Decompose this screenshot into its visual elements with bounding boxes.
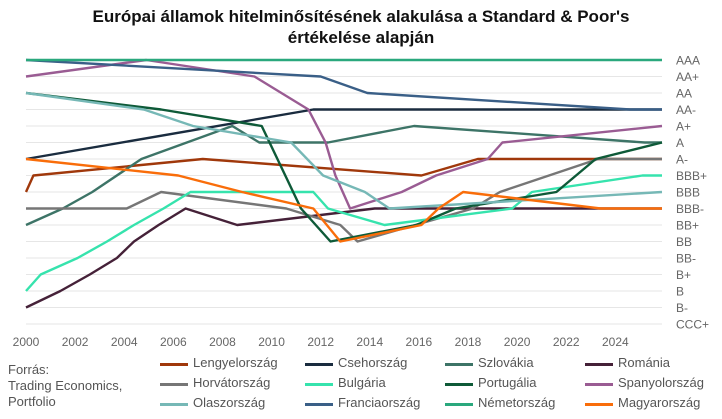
x-tick-label: 2002 [62, 335, 89, 349]
y-tick-label: AA- [676, 103, 696, 117]
y-tick-label: B [676, 285, 684, 299]
series-line-románia [25, 207, 662, 309]
legend-swatch [585, 363, 613, 366]
series-line-olaszország [25, 91, 663, 210]
y-tick-label: BBB [676, 186, 700, 200]
source-line-1: Forrás: [8, 362, 50, 377]
legend-swatch [160, 363, 188, 366]
y-tick-label: A [676, 136, 684, 150]
legend-label: Németország [478, 395, 556, 410]
x-tick-label: 2004 [111, 335, 138, 349]
source-line-3: Portfolio [8, 394, 56, 409]
x-tick-label: 2018 [455, 335, 482, 349]
series-line-lengyelország [24, 157, 662, 193]
legend-label: Spanyolország [618, 375, 704, 390]
series-line-csehország [25, 108, 662, 161]
legend-label: Olaszország [193, 395, 266, 410]
source-line-2: Trading Economics, [8, 378, 123, 393]
y-tick-label: AA+ [676, 70, 699, 84]
legend-swatch [445, 383, 473, 386]
series-line-franciaország [25, 58, 662, 111]
y-tick-label: B+ [676, 268, 691, 282]
legend-swatch [445, 363, 473, 366]
legend-swatch [305, 383, 333, 386]
y-tick-label: A- [676, 153, 688, 167]
legend-swatch [585, 383, 613, 386]
x-tick-label: 2000 [13, 335, 40, 349]
x-tick-label: 2010 [258, 335, 285, 349]
legend-label: Franciaország [338, 395, 421, 410]
x-axis: 2000 2002 2004 2006 2008 2010 2012 2014 2016 2018… [13, 335, 629, 349]
legend-label: Portugália [478, 375, 537, 390]
y-tick-label: BB+ [676, 219, 699, 233]
x-tick-label: 2012 [307, 335, 334, 349]
legend-label: Magyarország [618, 395, 701, 410]
legend-label: Szlovákia [478, 355, 534, 370]
y-tick-label: BBB- [676, 202, 704, 216]
legend-swatch [305, 363, 333, 366]
series-line-horvátország [26, 157, 662, 243]
legend-swatch [160, 403, 188, 406]
series-lines [24, 58, 663, 309]
y-tick-label: B- [676, 301, 688, 315]
y-tick-label: BB [676, 235, 692, 249]
x-tick-label: 2024 [602, 335, 629, 349]
y-tick-label: CCC+ [676, 318, 709, 332]
legend-label: Bulgária [338, 375, 386, 390]
x-tick-label: 2022 [553, 335, 580, 349]
legend: Lengyelország Csehország Szlovákia Románia H… [160, 354, 720, 416]
x-tick-label: 2006 [160, 335, 187, 349]
y-tick-label: AAA [676, 54, 700, 68]
y-axis: AAAAA+AAAA-A+AA-BBB+BBBBBB-BB+BBBB-B+BB-… [676, 54, 709, 332]
legend-swatch [445, 403, 473, 406]
x-tick-label: 2008 [209, 335, 236, 349]
chart-title: Európai államok hitelminősítésének alaku… [0, 6, 722, 48]
legend-swatch [160, 383, 188, 386]
series-line-bulgária [25, 174, 662, 292]
x-tick-label: 2014 [356, 335, 383, 349]
x-tick-label: 2016 [406, 335, 433, 349]
y-tick-label: A+ [676, 120, 691, 134]
legend-label: Lengyelország [193, 355, 278, 370]
y-tick-label: BB- [676, 252, 696, 266]
series-line-portugália [25, 91, 663, 243]
series-line-spanyolország [25, 58, 663, 210]
legend-swatch [585, 403, 613, 406]
y-tick-label: BBB+ [676, 169, 707, 183]
legend-label: Románia [618, 355, 671, 370]
legend-swatch [305, 403, 333, 406]
x-tick-label: 2020 [504, 335, 531, 349]
y-tick-label: AA [676, 87, 692, 101]
chart-title-line-1: Európai államok hitelminősítésének alaku… [92, 7, 630, 26]
legend-label: Horvátország [193, 375, 271, 390]
source-note: Forrás: Trading Economics, Portfolio [8, 362, 148, 410]
series-line-magyarország [25, 157, 662, 243]
legend-label: Csehország [338, 355, 408, 370]
chart-title-line-2: értékelése alapján [287, 28, 435, 47]
